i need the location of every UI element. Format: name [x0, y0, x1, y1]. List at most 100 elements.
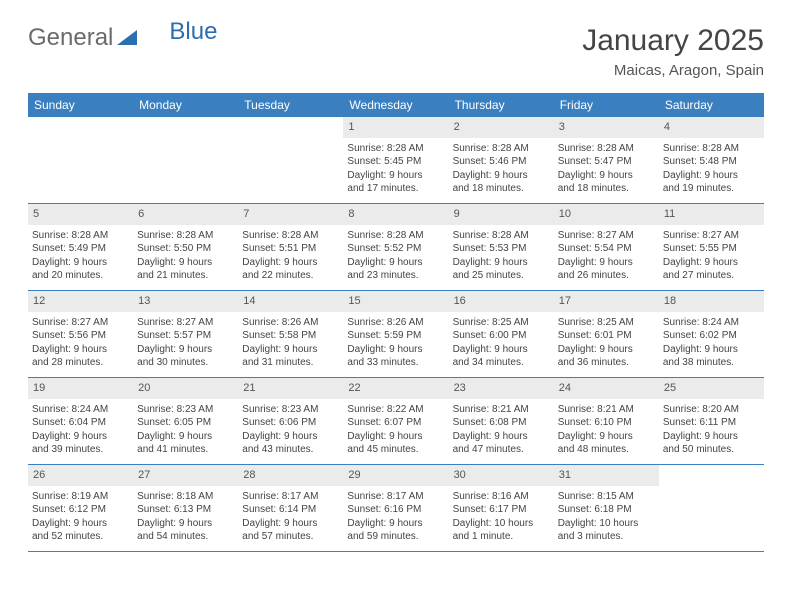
day-cell: 1Sunrise: 8:28 AMSunset: 5:45 PMDaylight…: [343, 117, 448, 203]
day-cell: 6Sunrise: 8:28 AMSunset: 5:50 PMDaylight…: [133, 204, 238, 290]
sunset-text: Sunset: 6:00 PM: [453, 329, 550, 343]
header: General Blue January 2025 Maicas, Aragon…: [28, 24, 764, 79]
sunrise-text: Sunrise: 8:25 AM: [453, 316, 550, 330]
day-cell: 8Sunrise: 8:28 AMSunset: 5:52 PMDaylight…: [343, 204, 448, 290]
sunrise-text: Sunrise: 8:23 AM: [137, 403, 234, 417]
day1-text: Daylight: 9 hours: [242, 430, 339, 444]
sunrise-text: Sunrise: 8:28 AM: [347, 229, 444, 243]
day-number: 2: [449, 117, 554, 138]
day1-text: Daylight: 9 hours: [347, 256, 444, 270]
day1-text: Daylight: 9 hours: [453, 256, 550, 270]
day2-text: and 22 minutes.: [242, 269, 339, 283]
sunset-text: Sunset: 5:49 PM: [32, 242, 129, 256]
sunrise-text: Sunrise: 8:16 AM: [453, 490, 550, 504]
day-number: 30: [449, 465, 554, 486]
sunrise-text: Sunrise: 8:17 AM: [242, 490, 339, 504]
day-number: [238, 117, 343, 138]
day-number: 27: [133, 465, 238, 486]
day1-text: Daylight: 9 hours: [453, 343, 550, 357]
day2-text: and 38 minutes.: [663, 356, 760, 370]
day-number: 10: [554, 204, 659, 225]
day1-text: Daylight: 9 hours: [558, 343, 655, 357]
day2-text: and 54 minutes.: [137, 530, 234, 544]
day2-text: and 48 minutes.: [558, 443, 655, 457]
day1-text: Daylight: 9 hours: [347, 517, 444, 531]
day-cell: 2Sunrise: 8:28 AMSunset: 5:46 PMDaylight…: [449, 117, 554, 203]
sunset-text: Sunset: 5:50 PM: [137, 242, 234, 256]
sunrise-text: Sunrise: 8:21 AM: [453, 403, 550, 417]
day1-text: Daylight: 9 hours: [137, 517, 234, 531]
day-cell: 10Sunrise: 8:27 AMSunset: 5:54 PMDayligh…: [554, 204, 659, 290]
sunrise-text: Sunrise: 8:28 AM: [347, 142, 444, 156]
day1-text: Daylight: 10 hours: [453, 517, 550, 531]
day1-text: Daylight: 9 hours: [242, 343, 339, 357]
day1-text: Daylight: 9 hours: [32, 343, 129, 357]
day-cell: 5Sunrise: 8:28 AMSunset: 5:49 PMDaylight…: [28, 204, 133, 290]
sunset-text: Sunset: 5:46 PM: [453, 155, 550, 169]
brand-logo: General Blue: [28, 24, 217, 52]
day-number: 5: [28, 204, 133, 225]
sunset-text: Sunset: 5:54 PM: [558, 242, 655, 256]
day-cell: 4Sunrise: 8:28 AMSunset: 5:48 PMDaylight…: [659, 117, 764, 203]
day-cell: 26Sunrise: 8:19 AMSunset: 6:12 PMDayligh…: [28, 465, 133, 551]
sunset-text: Sunset: 6:17 PM: [453, 503, 550, 517]
day-number: 26: [28, 465, 133, 486]
day2-text: and 52 minutes.: [32, 530, 129, 544]
day2-text: and 33 minutes.: [347, 356, 444, 370]
weeks-container: 1Sunrise: 8:28 AMSunset: 5:45 PMDaylight…: [28, 117, 764, 552]
day-cell: 30 Sunrise: 8:16 AMSunset: 6:17 PMDayligh…: [449, 465, 554, 551]
sunrise-text: Sunrise: 8:27 AM: [663, 229, 760, 243]
day1-text: Daylight: 9 hours: [347, 343, 444, 357]
day-cell: [133, 117, 238, 203]
day-number: 6: [133, 204, 238, 225]
sunset-text: Sunset: 6:01 PM: [558, 329, 655, 343]
day2-text: and 45 minutes.: [347, 443, 444, 457]
day-number: 14: [238, 291, 343, 312]
sunset-text: Sunset: 6:04 PM: [32, 416, 129, 430]
sunrise-text: Sunrise: 8:21 AM: [558, 403, 655, 417]
day1-text: Daylight: 9 hours: [242, 517, 339, 531]
week-row: 5Sunrise: 8:28 AMSunset: 5:49 PMDaylight…: [28, 204, 764, 291]
day2-text: and 50 minutes.: [663, 443, 760, 457]
day2-text: and 28 minutes.: [32, 356, 129, 370]
day-cell: 11Sunrise: 8:27 AMSunset: 5:55 PMDayligh…: [659, 204, 764, 290]
day1-text: Daylight: 9 hours: [453, 430, 550, 444]
day-cell: 29Sunrise: 8:17 AMSunset: 6:16 PMDayligh…: [343, 465, 448, 551]
day-cell: 27Sunrise: 8:18 AMSunset: 6:13 PMDayligh…: [133, 465, 238, 551]
day-number: 15: [343, 291, 448, 312]
day-cell: 19Sunrise: 8:24 AMSunset: 6:04 PMDayligh…: [28, 378, 133, 464]
sunset-text: Sunset: 6:18 PM: [558, 503, 655, 517]
day2-text: and 1 minute.: [453, 530, 550, 544]
sunset-text: Sunset: 5:56 PM: [32, 329, 129, 343]
day-cell: 21Sunrise: 8:23 AMSunset: 6:06 PMDayligh…: [238, 378, 343, 464]
day-cell: 17Sunrise: 8:25 AMSunset: 6:01 PMDayligh…: [554, 291, 659, 377]
sunset-text: Sunset: 5:59 PM: [347, 329, 444, 343]
day1-text: Daylight: 9 hours: [137, 430, 234, 444]
day1-text: Daylight: 9 hours: [347, 169, 444, 183]
brand-triangle-icon: [117, 27, 137, 50]
day1-text: Daylight: 9 hours: [663, 256, 760, 270]
sunrise-text: Sunrise: 8:20 AM: [663, 403, 760, 417]
brand-part1: General: [28, 24, 113, 52]
day2-text: and 26 minutes.: [558, 269, 655, 283]
sunrise-text: Sunrise: 8:26 AM: [347, 316, 444, 330]
day-cell: 31Sunrise: 8:15 AMSunset: 6:18 PMDayligh…: [554, 465, 659, 551]
day2-text: and 59 minutes.: [347, 530, 444, 544]
sunset-text: Sunset: 5:55 PM: [663, 242, 760, 256]
day2-text: and 39 minutes.: [32, 443, 129, 457]
weekday-header-cell: Wednesday: [343, 93, 448, 117]
day-cell: 22Sunrise: 8:22 AMSunset: 6:07 PMDayligh…: [343, 378, 448, 464]
sunrise-text: Sunrise: 8:27 AM: [32, 316, 129, 330]
day-number: 21: [238, 378, 343, 399]
day-cell: 12Sunrise: 8:27 AMSunset: 5:56 PMDayligh…: [28, 291, 133, 377]
day-cell: 20Sunrise: 8:23 AMSunset: 6:05 PMDayligh…: [133, 378, 238, 464]
week-row: 1Sunrise: 8:28 AMSunset: 5:45 PMDaylight…: [28, 117, 764, 204]
sunrise-text: Sunrise: 8:28 AM: [32, 229, 129, 243]
sunrise-text: Sunrise: 8:23 AM: [242, 403, 339, 417]
sunset-text: Sunset: 5:53 PM: [453, 242, 550, 256]
day-cell: 16Sunrise: 8:25 AMSunset: 6:00 PMDayligh…: [449, 291, 554, 377]
day-number: 19: [28, 378, 133, 399]
sunrise-text: Sunrise: 8:24 AM: [663, 316, 760, 330]
sunset-text: Sunset: 6:12 PM: [32, 503, 129, 517]
day-number: 17: [554, 291, 659, 312]
